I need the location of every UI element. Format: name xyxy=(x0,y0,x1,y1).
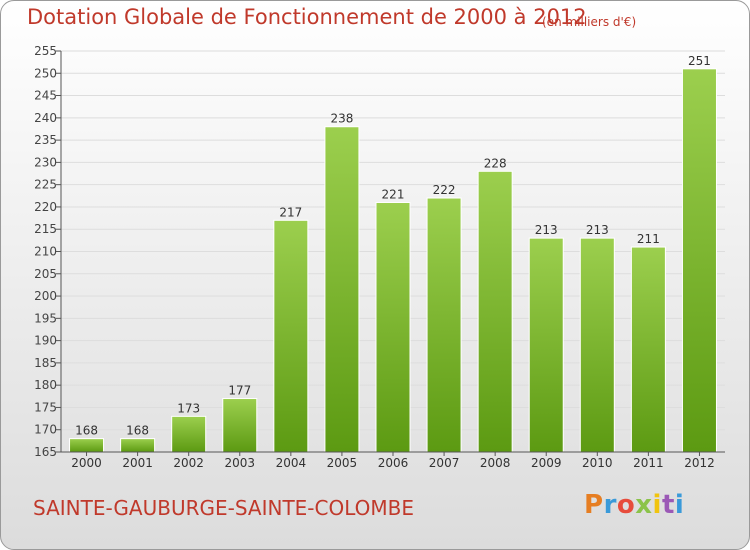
chart-subtitle: (en milliers d'€) xyxy=(542,15,637,29)
data-label: 222 xyxy=(433,183,456,197)
x-tick-label: 2008 xyxy=(480,456,511,470)
x-tick-label: 2006 xyxy=(378,456,409,470)
y-tick-label: 185 xyxy=(34,356,57,370)
y-tick-label: 250 xyxy=(34,66,57,80)
y-tick-label: 170 xyxy=(34,423,57,437)
data-label: 168 xyxy=(75,424,98,438)
y-tick-label: 235 xyxy=(34,133,57,147)
y-tick-label: 210 xyxy=(34,245,57,259)
x-tick-label: 2000 xyxy=(71,456,102,470)
data-label: 251 xyxy=(688,54,711,68)
chart-title: Dotation Globale de Fonctionnement de 20… xyxy=(27,5,587,29)
x-tick-label: 2007 xyxy=(429,456,460,470)
data-label: 213 xyxy=(535,223,558,237)
bar-2012 xyxy=(681,68,717,453)
bar-2000 xyxy=(69,438,105,453)
logo-letter: P xyxy=(584,490,604,520)
bars xyxy=(69,68,717,453)
y-tick-label: 230 xyxy=(34,155,57,169)
x-tick-label: 2010 xyxy=(582,456,613,470)
bar-2008 xyxy=(477,170,513,453)
y-tick-label: 255 xyxy=(34,44,57,58)
y-tick-label: 200 xyxy=(34,289,57,303)
logo-letter: t xyxy=(661,490,675,520)
bar-2009 xyxy=(528,237,564,453)
data-label: 217 xyxy=(279,205,302,219)
logo-letter: i xyxy=(652,490,662,520)
bar-2006 xyxy=(375,201,411,453)
bar-2001 xyxy=(120,438,156,453)
data-label: 173 xyxy=(177,401,200,415)
data-labels: 168 168 173 177 217 238 221 222 228 213 213 211 251 xyxy=(75,54,711,438)
x-tick-label: 2003 xyxy=(224,456,255,470)
y-tick-label: 165 xyxy=(34,445,57,459)
x-tick-label: 2002 xyxy=(173,456,204,470)
data-label: 168 xyxy=(126,424,149,438)
data-label: 221 xyxy=(382,187,405,201)
y-tick-label: 175 xyxy=(34,400,57,414)
data-label: 211 xyxy=(637,232,660,246)
commune-name: SAINTE-GAUBURGE-SAINTE-COLOMBE xyxy=(33,496,415,520)
x-tick-label: 2001 xyxy=(122,456,153,470)
bar-2002 xyxy=(171,415,207,453)
bar-2007 xyxy=(426,197,462,453)
logo-letter: r xyxy=(603,490,617,520)
x-tick-label: 2005 xyxy=(327,456,358,470)
logo-letter: o xyxy=(616,490,636,520)
y-tick-label: 180 xyxy=(34,378,57,392)
y-tick-label: 195 xyxy=(34,311,57,325)
data-label: 228 xyxy=(484,156,507,170)
y-tick-label: 245 xyxy=(34,89,57,103)
x-tick-label: 2012 xyxy=(684,456,715,470)
y-tick-label: 220 xyxy=(34,200,57,214)
x-tick-label: 2011 xyxy=(633,456,664,470)
y-tick-label: 240 xyxy=(34,111,57,125)
proxiti-logo[interactable]: Proxiti xyxy=(584,490,684,520)
x-tick-label: 2009 xyxy=(531,456,562,470)
bar-2005 xyxy=(324,126,360,453)
bar-2004 xyxy=(273,219,309,453)
axes: 165 170 175 180 185 190 195 200 205 210 215 220 225 2… xyxy=(34,44,725,470)
data-label: 238 xyxy=(330,112,353,126)
y-tick-label: 225 xyxy=(34,178,57,192)
bar-2011 xyxy=(630,246,666,453)
data-label: 177 xyxy=(228,384,251,398)
data-label: 213 xyxy=(586,223,609,237)
y-tick-label: 205 xyxy=(34,267,57,281)
y-tick-label: 190 xyxy=(34,334,57,348)
x-tick-label: 2004 xyxy=(276,456,307,470)
y-tick-label: 215 xyxy=(34,222,57,236)
bar-2010 xyxy=(579,237,615,453)
logo-letter: x xyxy=(635,490,653,520)
logo-letter: i xyxy=(674,490,685,520)
bar-2003 xyxy=(222,398,258,453)
